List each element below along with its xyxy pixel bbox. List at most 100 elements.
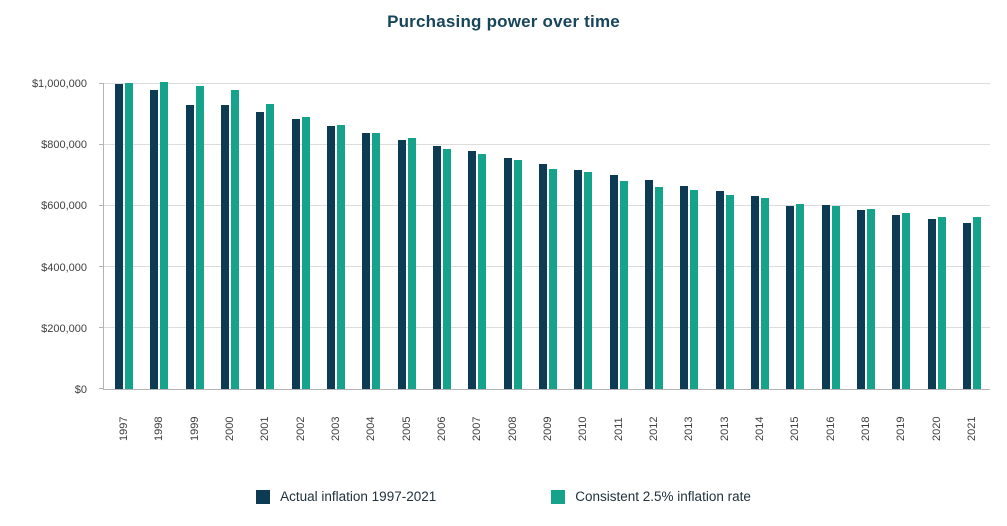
x-label-cell: 2001 xyxy=(256,389,274,441)
bar-group-2019 xyxy=(892,84,911,389)
bar xyxy=(821,205,830,389)
x-label-cell: 2002 xyxy=(292,389,310,441)
bar xyxy=(574,169,583,389)
x-axis-label: 2018 xyxy=(859,416,872,441)
y-axis-tick xyxy=(99,83,104,84)
x-axis-label: 2007 xyxy=(471,416,484,441)
x-axis-label: 2019 xyxy=(895,416,908,441)
bar-group-2001 xyxy=(256,84,275,389)
x-label-cell: 2008 xyxy=(504,389,522,441)
bar-group-2008 xyxy=(503,84,522,389)
bar xyxy=(468,151,477,389)
x-axis-label: 2000 xyxy=(223,416,236,441)
x-label-cell: 2013 xyxy=(680,389,698,441)
bar xyxy=(220,104,229,389)
bar xyxy=(548,168,557,389)
y-axis-tick xyxy=(99,388,104,389)
bar xyxy=(115,84,123,389)
x-label-cell: 1998 xyxy=(150,389,168,441)
bar xyxy=(609,174,618,389)
legend-label: Consistent 2.5% inflation rate xyxy=(575,489,751,504)
bar-group-2000 xyxy=(220,84,239,389)
y-axis-tick xyxy=(99,266,104,267)
y-axis-label: $800,000 xyxy=(41,139,87,152)
bar xyxy=(786,205,795,389)
x-axis-label: 1997 xyxy=(118,416,130,441)
bar-group-2010 xyxy=(574,84,593,389)
bar xyxy=(291,119,300,389)
x-label-cell: 2005 xyxy=(398,389,416,441)
x-axis-label: 2015 xyxy=(789,416,802,441)
legend-swatch xyxy=(551,489,566,504)
bar xyxy=(256,112,265,389)
y-axis-label: $0 xyxy=(74,384,87,396)
x-label-cell: 2013 xyxy=(716,389,734,441)
plot-area: 1997 1998 1999 2000 2001 2002 2003 2004 2005 2006… xyxy=(99,82,990,441)
bar-group-2004 xyxy=(362,84,381,389)
bar-group-2005 xyxy=(397,84,416,389)
bar xyxy=(478,153,487,389)
y-axis-label: $200,000 xyxy=(41,322,87,335)
bar xyxy=(902,213,911,389)
x-axis-label: 2004 xyxy=(365,416,378,441)
bar xyxy=(680,186,689,389)
bar xyxy=(927,219,936,389)
x-axis-label: 2010 xyxy=(577,416,590,441)
x-label-cell: 1999 xyxy=(186,389,204,441)
bars-row xyxy=(104,82,990,389)
bar-group-2016 xyxy=(821,84,840,389)
x-label-cell: 2012 xyxy=(645,389,663,441)
bar-group-2018 xyxy=(856,84,875,389)
bar xyxy=(266,103,275,389)
bar xyxy=(831,206,840,389)
bar xyxy=(750,196,759,389)
y-axis-label: $1,000,000 xyxy=(31,78,87,90)
x-label-cell: 2011 xyxy=(610,389,628,441)
bar xyxy=(962,223,971,389)
x-label-cell: 2014 xyxy=(751,389,769,441)
x-axis-label: 2005 xyxy=(400,416,413,441)
bar xyxy=(336,124,345,389)
x-axis-label: 1999 xyxy=(188,416,201,441)
bar-group-2009 xyxy=(538,84,557,389)
bar-group-2002 xyxy=(291,84,310,389)
bar-group-2014 xyxy=(750,84,769,389)
bar xyxy=(513,159,522,389)
bar-group-2015 xyxy=(786,84,805,389)
x-axis-label: 2013 xyxy=(683,416,696,441)
x-label-cell: 2006 xyxy=(433,389,451,441)
x-axis-label: 2003 xyxy=(329,416,342,441)
bar xyxy=(619,180,628,389)
bar xyxy=(856,209,865,389)
x-axis-label: 2012 xyxy=(647,416,660,441)
bar xyxy=(690,190,699,389)
x-label-cell: 2004 xyxy=(362,389,380,441)
bar xyxy=(442,148,451,389)
y-axis-label: $400,000 xyxy=(41,261,87,274)
bar xyxy=(362,133,371,389)
x-label-cell: 2010 xyxy=(574,389,592,441)
bar xyxy=(866,209,875,389)
x-label-cell: 2021 xyxy=(963,389,981,441)
bar xyxy=(725,194,734,389)
bar-group-2021 xyxy=(962,84,981,389)
bar-group-2013 xyxy=(680,84,699,389)
x-axis-label: 2013 xyxy=(718,416,731,441)
y-axis-tick xyxy=(99,205,104,206)
x-axis-label: 2002 xyxy=(294,416,307,441)
x-label-cell: 2020 xyxy=(928,389,946,441)
bar xyxy=(892,214,901,389)
bar xyxy=(760,197,769,389)
x-label-cell: 2019 xyxy=(892,389,910,441)
bar-group-2003 xyxy=(326,84,345,389)
bar xyxy=(584,171,593,389)
chart-title: Purchasing power over time xyxy=(387,12,620,31)
x-axis-label: 2001 xyxy=(259,416,272,441)
gridline xyxy=(104,83,990,84)
bar xyxy=(654,187,663,389)
legend-label: Actual inflation 1997-2021 xyxy=(280,489,437,504)
x-axis-label: 2011 xyxy=(612,417,625,441)
legend-item: Actual inflation 1997-2021 xyxy=(256,489,436,504)
x-axis-label: 2020 xyxy=(930,416,943,441)
